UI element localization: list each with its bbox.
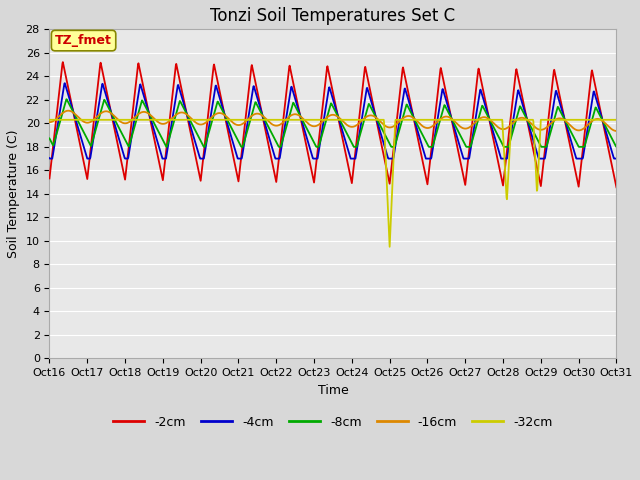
Legend: -2cm, -4cm, -8cm, -16cm, -32cm: -2cm, -4cm, -8cm, -16cm, -32cm bbox=[108, 411, 558, 434]
Y-axis label: Soil Temperature (C): Soil Temperature (C) bbox=[7, 130, 20, 258]
Text: TZ_fmet: TZ_fmet bbox=[55, 34, 112, 47]
Title: Tonzi Soil Temperatures Set C: Tonzi Soil Temperatures Set C bbox=[211, 7, 456, 25]
X-axis label: Time: Time bbox=[317, 384, 348, 397]
